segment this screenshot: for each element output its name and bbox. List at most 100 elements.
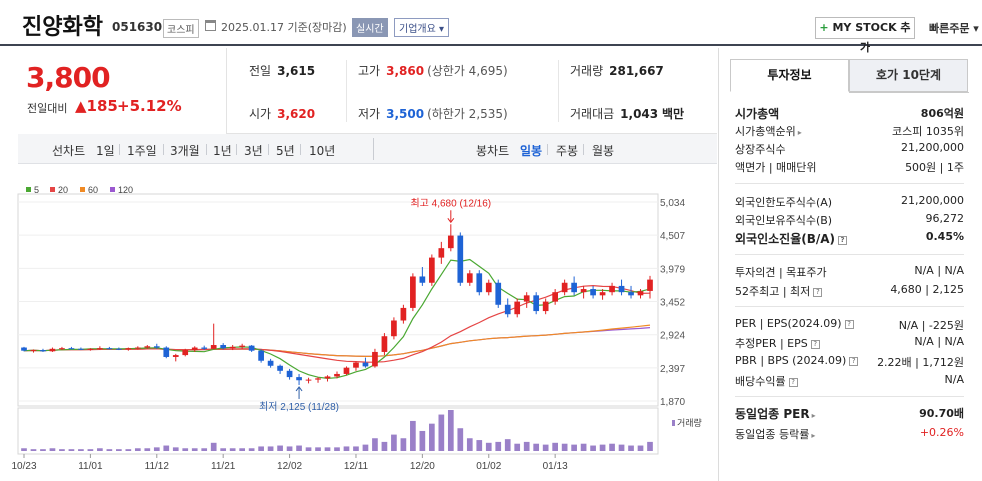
- help-icon[interactable]: ?: [813, 288, 823, 297]
- tab-quote-10[interactable]: 호가 10단계: [849, 59, 968, 92]
- candle-body: [523, 295, 530, 302]
- foreign-limit-value: 21,200,000: [901, 194, 964, 207]
- candle-body: [400, 307, 407, 321]
- sector-per-label: 동일업종 PER: [735, 407, 810, 421]
- candle-body: [580, 289, 587, 293]
- volume-bar: [429, 423, 435, 451]
- y-tick-label: 1,870: [660, 397, 685, 408]
- volume-bar: [381, 441, 388, 451]
- sector-change-row[interactable]: 동일업종 등락률 ▸ +0.26%: [735, 426, 964, 442]
- x-tick-label: 01/02: [476, 461, 501, 472]
- dividend-row: 배당수익률? N/A: [735, 373, 964, 389]
- quick-order-button[interactable]: 빠른주문 ▾: [929, 22, 979, 35]
- candle-body: [305, 379, 312, 381]
- candle-body: [239, 345, 245, 347]
- candle-body: [419, 276, 426, 283]
- invest-info-panel: 투자정보 호가 10단계 시가총액 806억원 시가총액순위 ▸ 코스피 1035위 …: [718, 48, 982, 481]
- sector-change-label-wrap: 동일업종 등락률 ▸: [735, 426, 815, 442]
- volume-bar: [258, 446, 264, 451]
- x-tick-label: 11/12: [145, 461, 170, 472]
- help-icon[interactable]: ?: [788, 378, 798, 387]
- company-name: 진양화학: [22, 15, 103, 40]
- amount-value: 1,043: [620, 107, 659, 121]
- period-1y[interactable]: 1년: [213, 144, 232, 158]
- candle-chart-label: 봉차트: [476, 144, 510, 158]
- per-eps-row: PER | EPS(2024.09)? N/A | -225원: [735, 317, 964, 333]
- candle-body: [343, 367, 350, 374]
- candle-body: [68, 348, 75, 350]
- low-label: 저가: [358, 107, 381, 121]
- tab-invest-info[interactable]: 투자정보: [730, 59, 849, 92]
- listed-shares-value: 21,200,000: [901, 141, 964, 154]
- market-cap-rank-label: 시가총액순위: [735, 125, 796, 138]
- market-cap-value: 806억원: [920, 107, 964, 120]
- candle-monthly[interactable]: 월봉: [592, 144, 615, 158]
- x-tick-label: 12/02: [277, 461, 302, 472]
- period-1d[interactable]: 1일: [96, 144, 115, 158]
- company-overview-button[interactable]: 기업개요 ▾: [394, 18, 449, 37]
- volume-bar: [277, 445, 283, 451]
- opinion-value: N/A | N/A: [914, 264, 964, 277]
- candle-body: [78, 348, 84, 350]
- volume-bar: [68, 449, 75, 451]
- market-badge: 코스피: [163, 19, 199, 38]
- realtime-badge[interactable]: 실시간: [352, 18, 388, 37]
- candle-body: [410, 276, 416, 308]
- candle-body: [172, 355, 179, 357]
- volume-bar: [542, 444, 549, 451]
- high-value: 3,860: [386, 64, 425, 78]
- period-1w[interactable]: 1주일: [127, 144, 157, 158]
- per-eps-value: N/A | -225원: [898, 319, 964, 332]
- opinion-label: 투자의견 | 목표주가: [735, 266, 827, 279]
- volume-bar: [87, 449, 94, 451]
- base-date: 2025.01.17 기준(장마감): [221, 21, 347, 34]
- volume-bar: [552, 442, 558, 451]
- volume-bar: [523, 441, 530, 451]
- candle-body: [561, 282, 568, 293]
- candle-body: [125, 348, 132, 350]
- volume-bar: [400, 438, 407, 451]
- candle-body: [391, 320, 397, 337]
- period-5y[interactable]: 5년: [276, 144, 295, 158]
- period-10y[interactable]: 10년: [309, 144, 336, 158]
- volume-bar: [419, 430, 426, 451]
- candle-body: [210, 345, 217, 349]
- volume-bar: [125, 449, 132, 451]
- help-icon[interactable]: ?: [810, 340, 820, 349]
- volume-bar: [447, 410, 454, 451]
- help-icon[interactable]: ?: [838, 236, 848, 245]
- candle-body: [229, 346, 236, 349]
- candle-body: [59, 348, 65, 350]
- volume-bar: [438, 414, 445, 451]
- market-cap-rank-value: 코스피 1035위: [892, 125, 964, 138]
- high-label: 고가: [358, 64, 381, 78]
- candle-body: [609, 285, 615, 293]
- volume-bar: [106, 449, 113, 451]
- help-icon[interactable]: ?: [849, 357, 859, 366]
- volume-label: 거래량: [677, 417, 702, 428]
- x-tick-label: 12/11: [344, 461, 369, 472]
- candle-body: [134, 347, 141, 349]
- sector-per-row[interactable]: 동일업종 PER ▸ 90.70배: [735, 405, 964, 421]
- pbr-bps-label-wrap: PBR | BPS (2024.09)?: [735, 354, 859, 367]
- foreign-ratio-value: 0.45%: [925, 230, 964, 243]
- period-3y[interactable]: 3년: [244, 144, 263, 158]
- volume-bar: [495, 441, 502, 451]
- min-price-annotation: 최저 2,125 (11/28): [259, 401, 339, 413]
- help-icon[interactable]: ?: [844, 320, 854, 329]
- market-cap-rank-row[interactable]: 시가총액순위 ▸ 코스피 1035위: [735, 123, 964, 139]
- candle-daily[interactable]: 일봉: [520, 144, 543, 158]
- est-per-row: 추정PER | EPS? N/A | N/A: [735, 335, 964, 351]
- min-arrow-head: [295, 386, 303, 392]
- period-3m[interactable]: 3개월: [170, 144, 200, 158]
- chevron-right-icon: ▸: [811, 431, 816, 440]
- add-my-stock-button[interactable]: + MY STOCK 추가: [815, 17, 915, 54]
- candlestick-chart[interactable]: 5,034 4,507 3,979 3,452 2,924 2,397 1,870 10/23…: [0, 164, 718, 481]
- candle-weekly[interactable]: 주봉: [556, 144, 579, 158]
- pbr-bps-value: 2.22배 | 1,712원: [877, 356, 964, 369]
- current-price: 3,800: [26, 61, 111, 94]
- divider: [373, 138, 374, 160]
- candle-body: [599, 292, 606, 296]
- divider: [119, 144, 120, 155]
- sector-change-value: +0.26%: [919, 426, 964, 439]
